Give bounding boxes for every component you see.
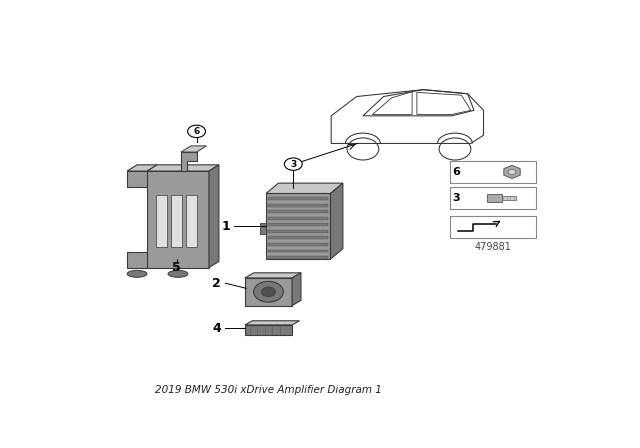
Text: 479881: 479881 [474,242,511,252]
Polygon shape [186,195,196,247]
Text: 6: 6 [193,127,200,136]
Polygon shape [245,278,292,306]
Circle shape [284,158,302,170]
Bar [449,216,536,238]
Polygon shape [181,152,196,171]
Polygon shape [268,197,328,200]
Polygon shape [181,146,207,152]
Text: 2: 2 [212,277,221,290]
Polygon shape [209,165,219,267]
Bar [449,186,536,209]
Polygon shape [292,273,301,306]
Polygon shape [245,325,292,335]
Circle shape [188,125,205,138]
Polygon shape [268,204,328,207]
Polygon shape [245,321,300,325]
Polygon shape [260,223,266,234]
Circle shape [508,169,516,175]
Polygon shape [268,250,328,253]
Text: 3: 3 [452,193,460,203]
Circle shape [253,281,284,302]
Polygon shape [268,237,328,239]
Polygon shape [330,183,343,259]
Polygon shape [156,195,167,247]
Polygon shape [127,252,147,267]
Ellipse shape [127,271,147,277]
Polygon shape [268,210,328,213]
Text: 2019 BMW 530i xDrive Amplifier Diagram 1: 2019 BMW 530i xDrive Amplifier Diagram 1 [155,385,382,395]
Bar [502,196,516,200]
Polygon shape [147,165,219,171]
Bar [487,194,502,202]
Polygon shape [127,165,157,171]
Bar [449,161,536,183]
Polygon shape [268,217,328,220]
Polygon shape [268,256,328,259]
Text: 4: 4 [212,322,221,335]
Ellipse shape [168,271,188,277]
Text: 5: 5 [172,261,181,274]
Text: 6: 6 [452,167,460,177]
Polygon shape [147,171,209,267]
Text: 3: 3 [290,159,296,168]
Polygon shape [245,273,301,278]
Polygon shape [268,223,328,226]
Text: 1: 1 [222,220,230,233]
Circle shape [262,287,275,297]
Polygon shape [171,195,182,247]
Polygon shape [268,243,328,246]
Polygon shape [266,194,330,259]
Polygon shape [266,183,343,194]
Polygon shape [127,171,147,186]
Polygon shape [268,230,328,233]
